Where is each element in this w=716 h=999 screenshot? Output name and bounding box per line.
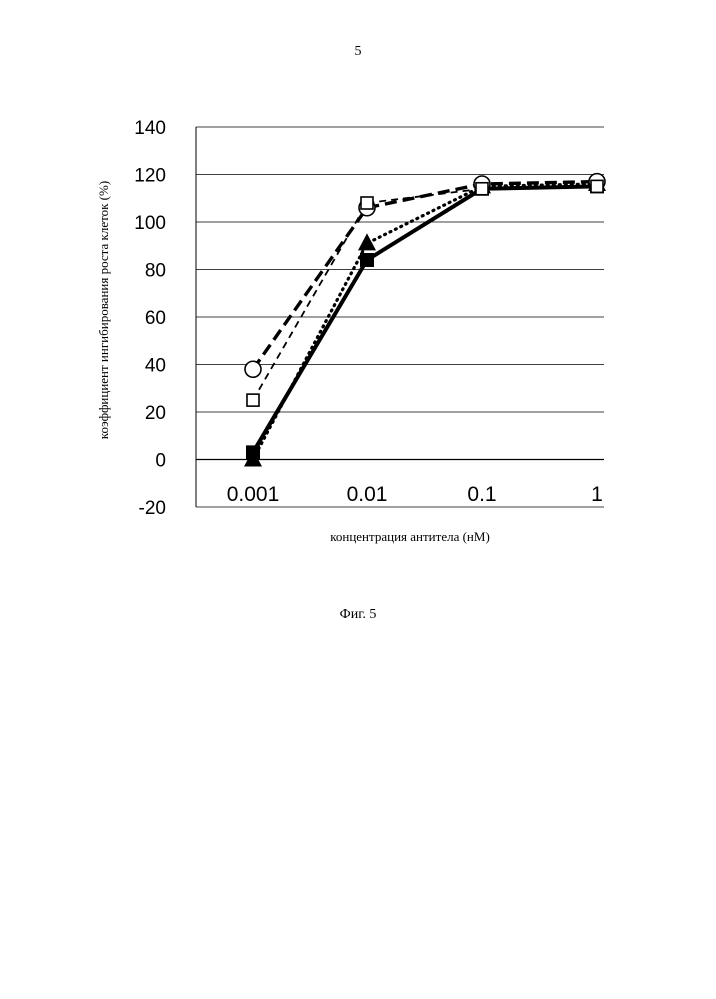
x-tick-label: 0.001 — [227, 483, 280, 506]
data-point-s4-0.001 — [247, 394, 259, 406]
x-tick-label: 1 — [591, 483, 603, 506]
series-line-3 — [253, 182, 597, 370]
y-axis-title: коэффициент ингибирования роста клеток (… — [96, 181, 111, 439]
data-point-s4-0.1 — [476, 183, 488, 195]
x-tick-labels: 0.001 0.01 0.1 1 — [227, 483, 603, 506]
series-layer — [253, 182, 597, 460]
x-axis-title: концентрация антитела (нМ) — [330, 529, 490, 544]
x-tick-label: 0.01 — [347, 483, 388, 506]
y-tick-label: 60 — [145, 308, 166, 329]
data-point-s1-0.01 — [360, 253, 374, 267]
y-tick-label: 100 — [134, 213, 166, 234]
y-tick-label: 20 — [145, 403, 166, 424]
y-tick-labels: -20 0 20 40 60 80 100 120 140 — [134, 118, 166, 519]
data-point-s3-0.001 — [245, 361, 261, 377]
data-point-s2-0.01 — [358, 233, 376, 250]
figure-caption: Фиг. 5 — [0, 607, 716, 623]
y-tick-label: 140 — [134, 118, 166, 139]
marker-layer — [244, 174, 606, 467]
x-tick-label: 0.1 — [467, 483, 496, 506]
series-line-1 — [253, 186, 597, 452]
y-tick-label: 80 — [145, 261, 166, 282]
y-tick-label: 0 — [155, 451, 166, 472]
data-point-s4-0.01 — [361, 197, 373, 209]
y-tick-label: 120 — [134, 166, 166, 187]
data-point-s4-1 — [591, 180, 603, 192]
y-tick-label: -20 — [139, 498, 166, 519]
y-tick-label: 40 — [145, 356, 166, 377]
